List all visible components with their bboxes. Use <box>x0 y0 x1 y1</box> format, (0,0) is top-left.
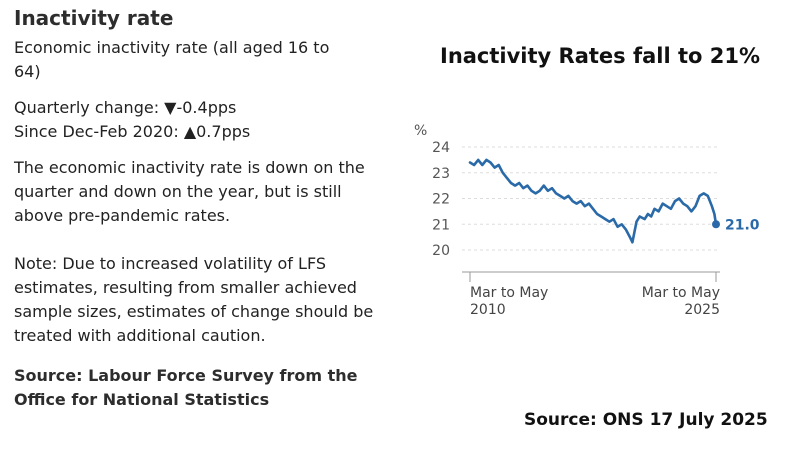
panel-source: Source: Labour Force Survey from the Off… <box>14 366 358 409</box>
y-tick-label: 22 <box>432 192 450 208</box>
x-tick-label-line1: Mar to May <box>470 285 548 301</box>
left-panel: Inactivity rate Economic inactivity rate… <box>14 0 384 412</box>
x-tick-label-line2: 2025 <box>684 302 720 318</box>
note-text: Note: Due to increased volatility of LFS… <box>14 254 374 345</box>
panel-title: Inactivity rate <box>14 6 174 30</box>
x-tick-label-line2: 2010 <box>470 302 506 318</box>
change-block: Quarterly change: ▼-0.4pps Since Dec-Feb… <box>14 96 384 144</box>
since-change: Since Dec-Feb 2020: ▲0.7pps <box>14 122 251 141</box>
footer-source: Source: ONS 17 July 2025 <box>524 410 768 430</box>
end-point-marker <box>712 220 720 229</box>
headline: Inactivity Rates fall to 21% <box>440 44 761 68</box>
x-tick-label-line1: Mar to May <box>642 285 720 301</box>
y-tick-label: 24 <box>432 140 450 156</box>
y-axis-unit-label: % <box>414 123 427 139</box>
y-tick-label: 23 <box>432 166 450 182</box>
description-text: The economic inactivity rate is down on … <box>14 158 365 225</box>
y-tick-label: 21 <box>432 217 450 233</box>
panel-subtitle: Economic inactivity rate (all aged 16 to… <box>14 38 330 81</box>
y-tick-label: 20 <box>432 243 450 259</box>
quarterly-change: Quarterly change: ▼-0.4pps <box>14 98 237 117</box>
series-line <box>468 158 718 244</box>
end-value-label: 21.0 <box>725 217 760 233</box>
